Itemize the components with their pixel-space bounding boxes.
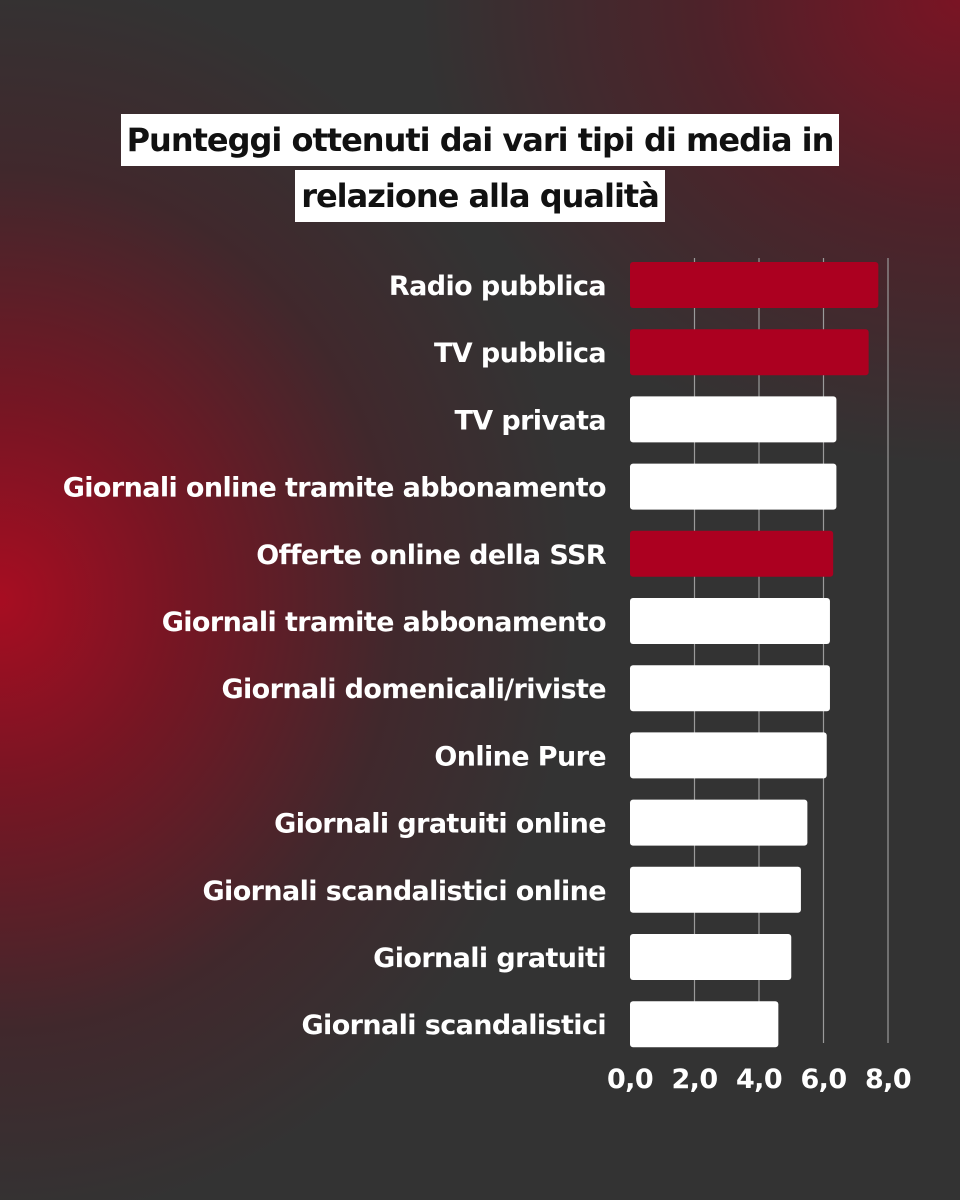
bar-12 bbox=[630, 1001, 779, 1048]
bar-1 bbox=[630, 262, 879, 308]
bar-3 bbox=[630, 396, 837, 443]
bar-7 bbox=[630, 665, 830, 712]
chart-title-line-2: relazione alla qualità bbox=[295, 170, 665, 222]
category-label-8: Online Pure bbox=[434, 741, 606, 772]
category-label-6: Giornali tramite abbonamento bbox=[162, 607, 606, 638]
bars bbox=[630, 262, 879, 1048]
chart-title-line-1: Punteggi ottenuti dai vari tipi di media… bbox=[120, 114, 840, 166]
bar-10 bbox=[630, 866, 801, 913]
category-label-12: Giornali scandalistici bbox=[302, 1010, 607, 1041]
category-label-10: Giornali scandalistici online bbox=[202, 876, 606, 907]
x-tick-label-4: 6,0 bbox=[800, 1064, 846, 1095]
bar-6 bbox=[630, 598, 830, 644]
bar-11 bbox=[630, 934, 792, 980]
category-label-9: Giornali gratuiti online bbox=[274, 809, 606, 840]
x-tick-label-2: 2,0 bbox=[671, 1064, 717, 1095]
category-labels: Radio pubblica TV pubblica TV privata Giorn… bbox=[63, 271, 608, 1041]
x-tick-label-1: 0,0 bbox=[607, 1064, 653, 1095]
category-label-3: TV privata bbox=[454, 405, 606, 436]
x-axis-ticks: 0,0 2,0 4,0 6,0 8,0 bbox=[607, 1064, 912, 1095]
chart-title: Punteggi ottenuti dai vari tipi di media… bbox=[0, 114, 960, 226]
category-label-5: Offerte online della SSR bbox=[256, 540, 607, 571]
grid-lines bbox=[693, 258, 889, 1043]
category-label-2: TV pubblica bbox=[434, 338, 606, 369]
x-tick-label-3: 4,0 bbox=[736, 1064, 782, 1095]
x-tick-label-5: 8,0 bbox=[865, 1064, 911, 1095]
category-label-7: Giornali domenicali/riviste bbox=[221, 674, 606, 705]
category-label-1: Radio pubblica bbox=[389, 271, 606, 302]
category-label-4: Giornali online tramite abbonamento bbox=[63, 473, 606, 504]
bar-9 bbox=[630, 799, 808, 846]
bar-4 bbox=[630, 463, 837, 510]
bar-2 bbox=[630, 329, 869, 376]
bar-5 bbox=[630, 530, 834, 577]
bar-8 bbox=[630, 732, 827, 779]
category-label-11: Giornali gratuiti bbox=[373, 943, 606, 974]
